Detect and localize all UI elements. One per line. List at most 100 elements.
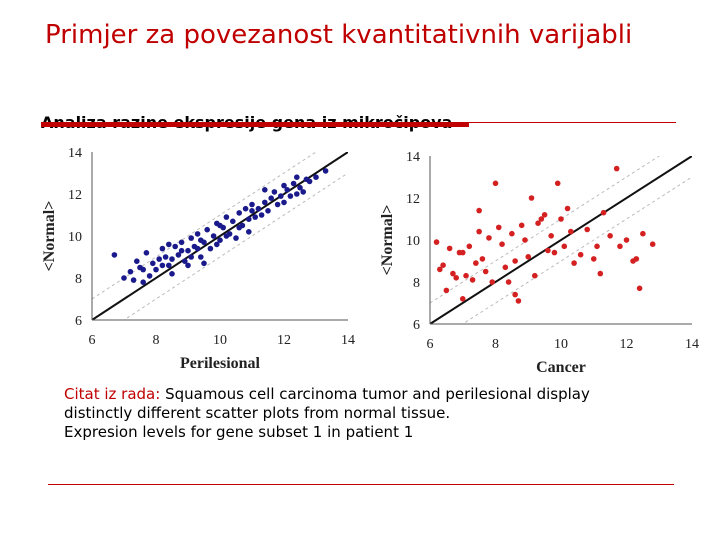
data-point bbox=[303, 176, 310, 183]
data-points-perilesional bbox=[111, 168, 329, 286]
data-point bbox=[252, 214, 258, 220]
data-point bbox=[194, 245, 201, 252]
data-point bbox=[175, 252, 182, 258]
data-point bbox=[172, 243, 178, 250]
data-point bbox=[554, 180, 561, 187]
data-point bbox=[246, 229, 252, 235]
data-point bbox=[249, 201, 255, 208]
x-tick-label: 6 bbox=[427, 337, 434, 352]
data-point bbox=[159, 262, 166, 269]
caption-text-1: Squamous cell carcinoma tumor and perile… bbox=[160, 385, 590, 403]
y-tick-label: 12 bbox=[68, 188, 82, 203]
data-point bbox=[492, 180, 499, 187]
data-point bbox=[440, 262, 446, 269]
y-tick-label: 8 bbox=[413, 276, 420, 291]
y-tick-label: 14 bbox=[68, 146, 82, 161]
data-point bbox=[188, 254, 194, 260]
data-point bbox=[564, 205, 571, 212]
data-point bbox=[127, 268, 134, 275]
y-tick-label: 14 bbox=[406, 150, 420, 165]
data-point bbox=[545, 247, 551, 254]
data-point bbox=[274, 201, 281, 208]
data-point bbox=[486, 235, 492, 241]
data-point bbox=[150, 260, 156, 267]
reference-lines-perilesional bbox=[92, 152, 348, 320]
data-point bbox=[522, 237, 528, 243]
data-point bbox=[223, 214, 230, 220]
offset-line bbox=[461, 176, 692, 324]
reference-lines-cancer bbox=[430, 156, 692, 324]
data-point bbox=[577, 251, 584, 258]
data-point bbox=[433, 239, 440, 245]
bottom-divider bbox=[48, 484, 674, 485]
x-axis-title: Perilesional bbox=[180, 355, 261, 372]
data-point bbox=[482, 268, 489, 275]
data-point bbox=[528, 195, 535, 201]
data-point bbox=[146, 273, 153, 279]
data-point bbox=[469, 277, 476, 283]
data-point bbox=[538, 216, 545, 222]
data-point bbox=[473, 260, 479, 266]
data-point bbox=[535, 220, 541, 226]
data-point bbox=[287, 193, 294, 199]
data-point bbox=[185, 247, 191, 254]
data-point bbox=[207, 245, 214, 252]
data-point bbox=[294, 191, 300, 197]
x-tick-label: 14 bbox=[685, 337, 699, 352]
data-point bbox=[265, 208, 271, 214]
y-tick-label: 6 bbox=[413, 318, 420, 333]
caption-line-1: Citat iz rada: Squamous cell carcinoma t… bbox=[64, 385, 684, 404]
caption-line-3: Expresion levels for gene subset 1 in pa… bbox=[64, 423, 414, 441]
data-point bbox=[290, 180, 297, 187]
data-point bbox=[463, 272, 469, 279]
data-point bbox=[479, 256, 486, 262]
data-point bbox=[600, 209, 607, 216]
data-point bbox=[156, 256, 162, 262]
data-point bbox=[159, 245, 166, 252]
data-point bbox=[130, 277, 137, 283]
data-point bbox=[201, 260, 207, 267]
data-point bbox=[541, 212, 548, 218]
data-point bbox=[453, 275, 460, 281]
data-point bbox=[502, 264, 509, 271]
data-point bbox=[512, 291, 518, 298]
data-point bbox=[249, 208, 255, 214]
caption-line-2: distinctly different scatter plots from … bbox=[64, 404, 451, 422]
data-point bbox=[166, 262, 172, 269]
data-point bbox=[217, 237, 223, 243]
subtitle-strikethrough bbox=[41, 122, 469, 127]
data-point bbox=[437, 266, 443, 273]
data-point bbox=[223, 233, 230, 239]
y-axis-title: <Normal> bbox=[41, 201, 58, 272]
scatter-plot-perilesional: 6 8 10 12 14 6 8 10 12 14 Perilesional <Normal> bbox=[41, 146, 355, 372]
offset-line bbox=[123, 172, 348, 320]
y-tick-label: 10 bbox=[68, 230, 82, 245]
y-tick-label: 6 bbox=[75, 314, 82, 329]
data-point bbox=[532, 272, 538, 279]
identity-line bbox=[430, 156, 692, 324]
data-point bbox=[607, 233, 613, 239]
x-tick-label: 8 bbox=[492, 337, 499, 352]
data-point bbox=[242, 205, 249, 212]
data-point bbox=[313, 174, 319, 180]
data-point bbox=[446, 245, 453, 252]
data-point bbox=[162, 254, 169, 260]
data-point bbox=[613, 165, 620, 172]
data-point bbox=[495, 224, 502, 231]
data-point bbox=[489, 279, 496, 285]
x-tick-label: 6 bbox=[89, 333, 96, 348]
x-axis-title: Cancer bbox=[536, 359, 586, 376]
data-point bbox=[268, 195, 275, 201]
data-point bbox=[294, 174, 300, 180]
data-point bbox=[262, 199, 268, 206]
data-point bbox=[459, 296, 466, 302]
data-point bbox=[246, 216, 252, 222]
data-point bbox=[281, 199, 287, 206]
data-point bbox=[233, 235, 239, 241]
data-point bbox=[515, 298, 522, 304]
data-point bbox=[230, 218, 236, 225]
data-point bbox=[322, 168, 329, 174]
data-point bbox=[617, 243, 623, 250]
data-point bbox=[466, 243, 473, 250]
data-point bbox=[166, 241, 172, 248]
